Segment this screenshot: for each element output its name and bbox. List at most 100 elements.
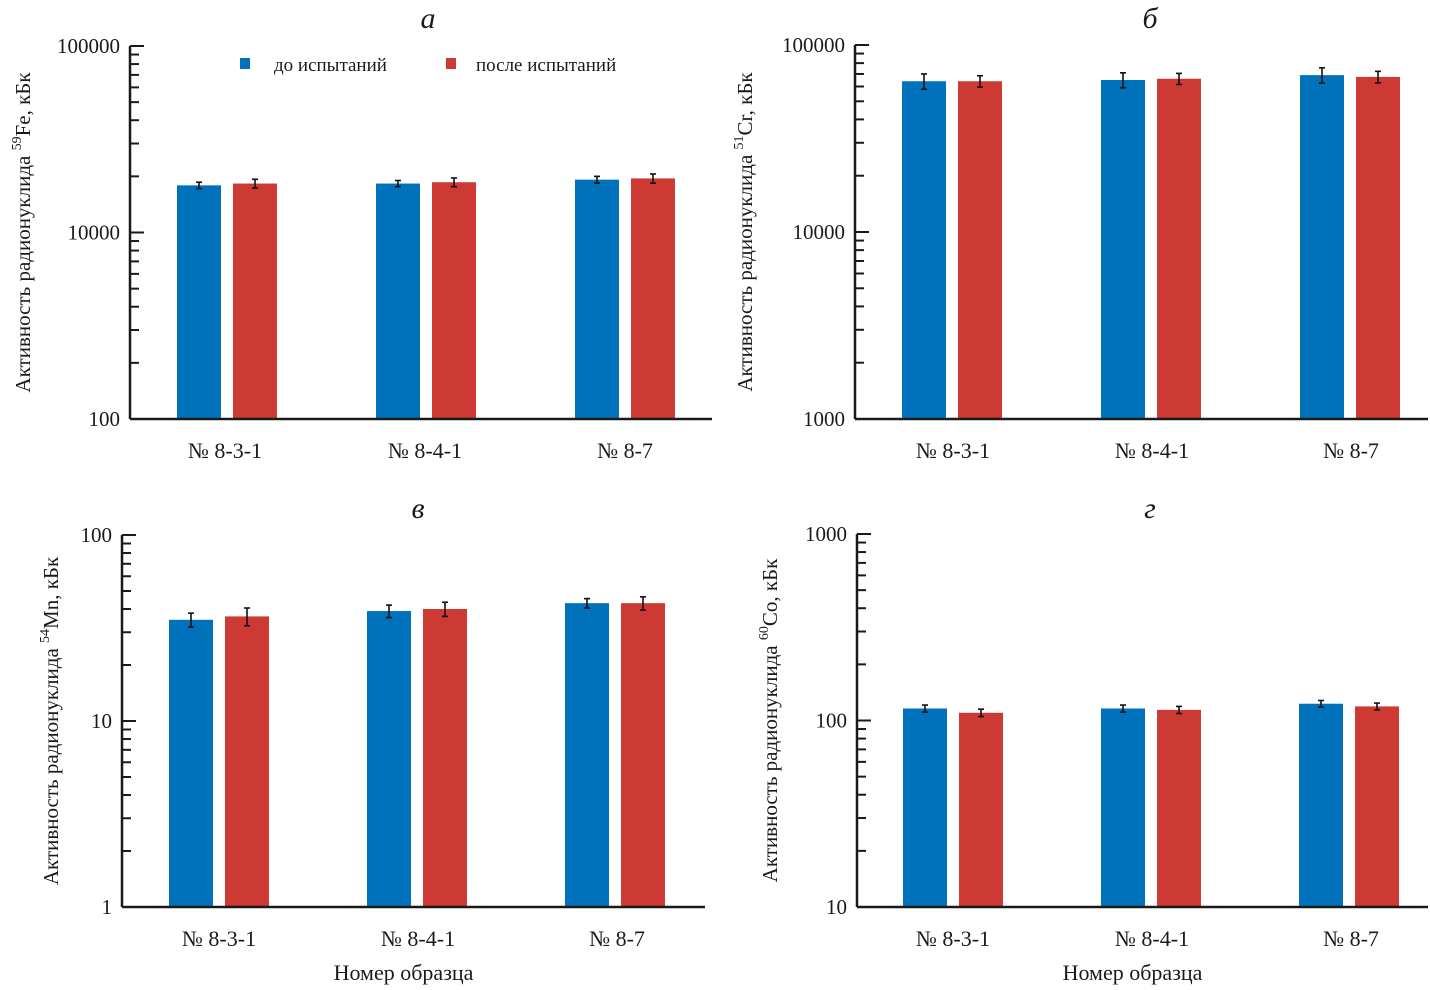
- y-tick-label: 10000: [68, 221, 121, 245]
- error-bar: [442, 601, 448, 618]
- bar-after-2: [1157, 78, 1201, 419]
- y-axis-title-isotope-mass: 59: [10, 136, 25, 150]
- error-bar: [584, 597, 590, 609]
- chart-panel-v: в 1 10 100 № 8-3-1 № 8-4-1 № 8-7 Номер образца А…: [38, 492, 705, 985]
- bar-before-2: [376, 183, 420, 419]
- y-axis-title-prefix: Активность радионуклида: [758, 640, 782, 882]
- bar-before-2: [367, 611, 411, 907]
- y-tick-label: 1: [102, 895, 113, 919]
- y-tick-label: 100: [81, 523, 113, 547]
- y-axis-title-isotope-symbol: Fe, кБк: [11, 72, 35, 137]
- y-tick-label: 10: [91, 709, 112, 733]
- y-axis-title-isotope-symbol: Cr, кБк: [733, 72, 757, 136]
- bar-before-1: [169, 619, 213, 907]
- bar-before-2: [1101, 79, 1145, 419]
- bar-after-2: [423, 609, 467, 907]
- bar-before-1: [903, 708, 947, 907]
- y-axis-title-isotope-mass: 60: [757, 626, 772, 640]
- x-axis-title: Номер образца: [334, 960, 474, 985]
- bar-before-1: [177, 185, 221, 419]
- bar-before-2: [1101, 708, 1145, 907]
- y-tick-label: 100: [816, 709, 848, 733]
- y-axis-title-isotope-symbol: Co, кБк: [758, 558, 782, 626]
- error-bar: [978, 708, 984, 718]
- legend: до испытаний после испытаний: [240, 55, 616, 76]
- chart-panel-a: а 100 10000 100000 № 8-3-1 № 8-4-1 № 8-7 Активн…: [10, 2, 712, 463]
- error-bar: [922, 704, 928, 713]
- error-bar: [1374, 702, 1380, 711]
- y-tick-label: 1000: [803, 407, 845, 431]
- error-bar: [451, 177, 457, 188]
- x-tick-label: № 8-3-1: [916, 438, 990, 463]
- x-tick-label: № 8-7: [589, 926, 645, 951]
- x-tick-label: № 8-3-1: [182, 926, 256, 951]
- bar-after-1: [233, 183, 277, 419]
- error-bar: [977, 74, 983, 88]
- panel-title: в: [411, 492, 424, 525]
- y-axis-title: Активность радионуклида 51Cr, кБк: [732, 72, 757, 392]
- error-bar: [244, 607, 250, 627]
- y-tick-label: 10: [826, 895, 847, 919]
- y-tick-label: 1000: [805, 522, 847, 546]
- x-axis-title: Номер образца: [1063, 960, 1203, 985]
- bar-before-3: [1299, 703, 1343, 907]
- y-axis-title: Активность радионуклида 60Co, кБк: [757, 558, 782, 882]
- legend-label-before: до испытаний: [274, 55, 387, 76]
- y-axis-title-prefix: Активность радионуклида: [11, 150, 35, 392]
- x-tick-label: № 8-7: [597, 438, 653, 463]
- bar-after-2: [1157, 709, 1201, 907]
- bar-after-3: [621, 603, 665, 907]
- y-tick-label: 100000: [57, 34, 120, 58]
- y-axis-title: Активность радионуклида 54Mn, кБк: [38, 556, 63, 885]
- bar-before-1: [902, 81, 946, 419]
- chart-panel-b: б 1000 10000 100000 № 8-3-1 № 8-4-1 № 8-7 Актив…: [732, 2, 1428, 463]
- error-bar: [386, 604, 392, 619]
- bar-before-3: [565, 603, 609, 907]
- x-tick-label: № 8-3-1: [916, 926, 990, 951]
- bar-after-3: [631, 178, 675, 419]
- error-bar: [1318, 699, 1324, 708]
- y-axis-title-prefix: Активность радионуклида: [39, 643, 63, 885]
- x-tick-label: № 8-4-1: [381, 926, 455, 951]
- bar-after-1: [958, 81, 1002, 419]
- x-tick-label: № 8-3-1: [188, 438, 262, 463]
- y-tick-label: 10000: [793, 220, 846, 244]
- bar-after-2: [432, 182, 476, 419]
- y-axis-title-prefix: Активность радионуклида: [733, 149, 757, 391]
- y-axis-title-isotope-mass: 54: [38, 629, 53, 643]
- error-bar: [1176, 72, 1182, 86]
- bar-before-3: [575, 179, 619, 419]
- bar-before-3: [1300, 75, 1344, 419]
- y-axis-title-isotope-symbol: Mn, кБк: [39, 556, 63, 629]
- error-bar: [921, 73, 927, 91]
- y-tick-label: 100: [89, 407, 121, 431]
- error-bar: [640, 596, 646, 611]
- error-bar: [650, 173, 656, 184]
- y-axis-title: Активность радионуклида 59Fe, кБк: [10, 72, 35, 393]
- panel-title: г: [1144, 492, 1156, 525]
- error-bar: [1375, 70, 1381, 84]
- legend-swatch-after: [446, 58, 456, 69]
- error-bar: [1176, 705, 1182, 715]
- bar-after-3: [1355, 706, 1399, 907]
- legend-label-after: после испытаний: [476, 55, 616, 76]
- legend-swatch-before: [240, 58, 250, 69]
- bar-after-1: [225, 616, 269, 907]
- chart-panel-g: г 10 100 1000 № 8-3-1 № 8-4-1 № 8-7 Номер образ…: [757, 492, 1428, 985]
- bar-after-3: [1356, 76, 1400, 419]
- x-tick-label: № 8-7: [1323, 438, 1379, 463]
- x-tick-label: № 8-4-1: [1115, 926, 1189, 951]
- bar-after-1: [959, 712, 1003, 907]
- x-tick-label: № 8-4-1: [388, 438, 462, 463]
- error-bar: [196, 181, 202, 190]
- y-axis-title-isotope-mass: 51: [732, 135, 747, 149]
- error-bar: [252, 178, 258, 189]
- panel-title: а: [421, 2, 436, 35]
- error-bar: [188, 612, 194, 628]
- error-bar: [395, 179, 401, 188]
- x-tick-label: № 8-4-1: [1115, 438, 1189, 463]
- error-bar: [1120, 704, 1126, 713]
- error-bar: [1120, 72, 1126, 89]
- x-tick-label: № 8-7: [1323, 926, 1379, 951]
